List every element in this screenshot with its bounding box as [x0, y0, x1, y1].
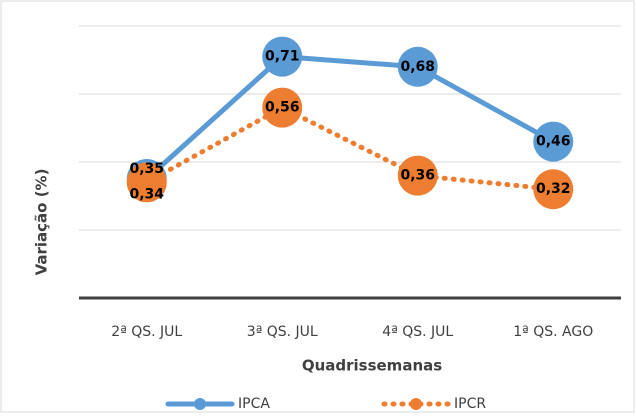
- data-label: 0,56: [265, 100, 300, 116]
- data-label: 0,32: [536, 181, 571, 197]
- x-tick-label: 4ª QS. JUL: [382, 324, 453, 340]
- series-line: [144, 54, 556, 182]
- legend-label: IPCR: [454, 396, 486, 412]
- marker: [262, 87, 303, 128]
- legend-label: IPCA: [238, 396, 270, 412]
- x-tick-label: 1ª QS. AGO: [513, 324, 593, 340]
- x-tick-label: 2ª QS. JUL: [111, 324, 182, 340]
- x-tick-label: 3ª QS. JUL: [247, 324, 318, 340]
- data-label: 0,36: [400, 168, 435, 184]
- data-label: 0,34: [129, 186, 164, 202]
- marker: [397, 46, 438, 87]
- marker: [533, 169, 574, 210]
- data-label: 0,35: [129, 161, 164, 177]
- y-axis-title: Variação (%): [33, 169, 51, 276]
- data-label: 0,71: [265, 49, 300, 65]
- data-label: 0,68: [400, 59, 435, 75]
- marker: [262, 36, 303, 77]
- x-axis-title: Quadrissemanas: [302, 357, 442, 375]
- marker: [126, 162, 167, 203]
- legend-marker: [194, 398, 206, 410]
- data-label: 0,46: [536, 134, 571, 150]
- legend-marker: [410, 398, 422, 410]
- marker: [397, 155, 438, 196]
- marker: [533, 121, 574, 162]
